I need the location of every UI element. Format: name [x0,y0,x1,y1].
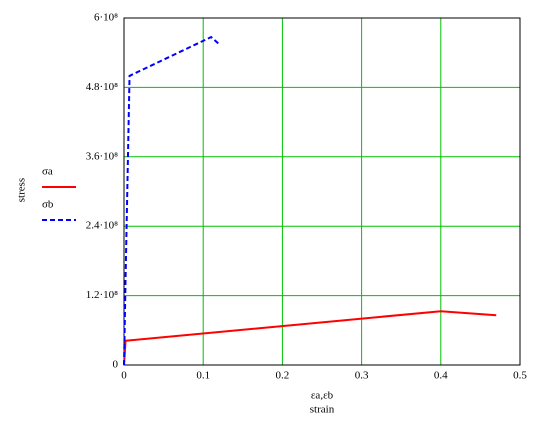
x-tick-label: 0.2 [276,370,290,382]
y-tick-label: 0 [113,359,119,371]
plot-frame [123,17,521,366]
x-axis-label-top: εa,εb [311,390,334,402]
legend-label: σa [42,166,53,178]
x-axis-label: strain [310,404,335,416]
x-tick-label: 0.1 [196,370,210,382]
x-tick-label: 0.5 [513,370,527,382]
y-tick-label: 3.6·10⁸ [86,150,118,162]
y-tick-label: 6·10⁸ [94,12,118,24]
x-tick-label: 0 [121,370,127,382]
legend-label: σb [42,199,54,211]
y-tick-label: 2.4·10⁸ [86,220,118,232]
series-line [123,35,220,366]
y-axis-label: stress [16,178,28,202]
y-tick-label: 4.8·10⁸ [86,81,118,93]
x-tick-label: 0.3 [355,370,369,382]
y-tick-label: 1.2·10⁸ [86,289,118,301]
x-tick-label: 0.4 [434,370,448,382]
